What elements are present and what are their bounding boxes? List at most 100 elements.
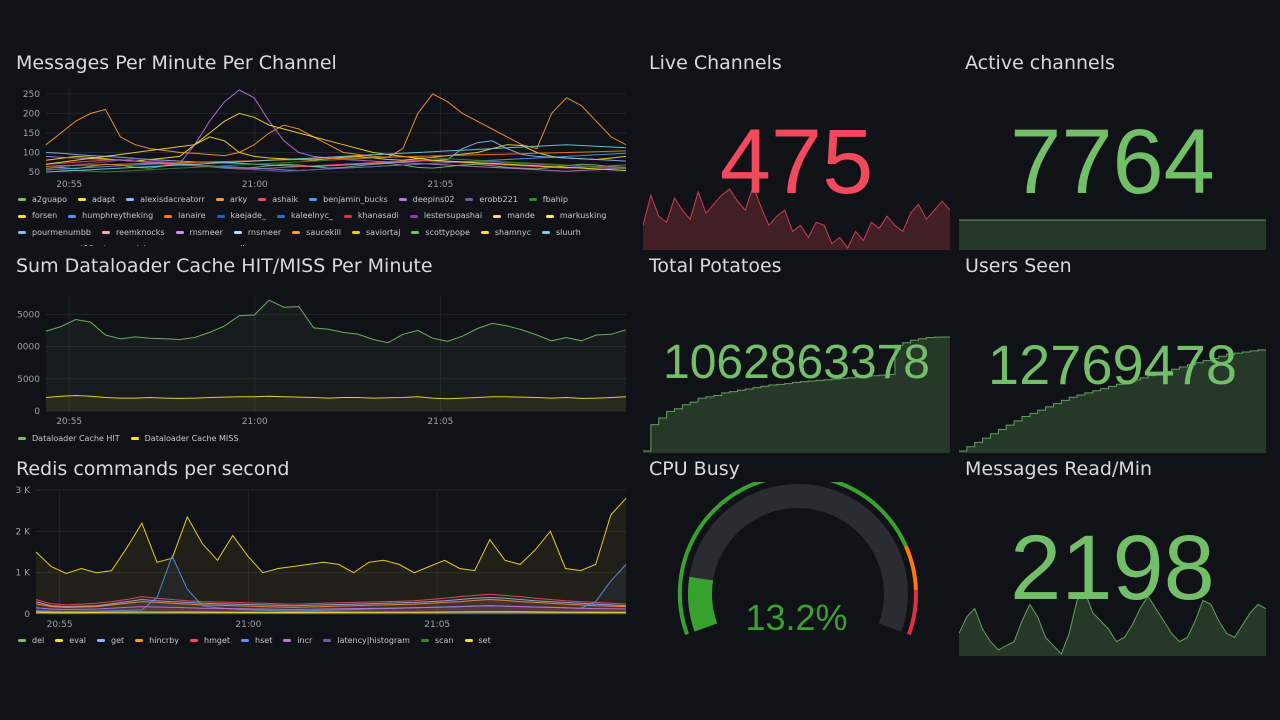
legend-item[interactable]: lanaire [164, 208, 206, 224]
legend-item[interactable]: arky [215, 192, 248, 208]
legend-item[interactable]: alexisdacreatorr [126, 192, 205, 208]
legend-label: get [111, 635, 125, 645]
legend-item[interactable]: lestersupashai [409, 208, 482, 224]
legend-item[interactable]: ashaik [258, 192, 298, 208]
cpu-busy-gauge [677, 482, 918, 636]
series-line-sluurh [45, 144, 627, 173]
legend-item[interactable]: get [97, 633, 124, 649]
legend-item[interactable]: kaejade_ [216, 208, 266, 224]
legend-item[interactable]: erobb221 [465, 192, 518, 208]
users-seen-sparkline [959, 349, 1266, 453]
legend-item[interactable]: reemknocks [102, 225, 165, 241]
legend-item[interactable]: scan [420, 633, 454, 649]
legend-swatch [398, 198, 407, 201]
legend-label: saviortaj [365, 227, 401, 237]
legend-item[interactable]: hincrby [135, 633, 179, 649]
legend-item[interactable]: saviortaj [351, 225, 401, 241]
legend-item[interactable]: shamnyc [480, 225, 532, 241]
legend-label: kaejade_ [230, 211, 266, 220]
y-tick-label: 2 K [16, 527, 31, 537]
legend-item[interactable]: set [464, 633, 491, 649]
legend-label: reemknocks [116, 227, 165, 237]
legend-swatch [18, 639, 26, 642]
legend-item[interactable]: space [18, 241, 55, 246]
legend-item[interactable]: benjamin_bucks [309, 192, 388, 208]
legend-label: ashaik [272, 194, 299, 204]
sparkline-line [959, 349, 1266, 452]
legend-item[interactable]: mande [493, 208, 535, 224]
legend-item[interactable]: vixi [118, 241, 146, 246]
legend-label: lanaire [178, 211, 206, 220]
panel-cache-hit-miss: Sum Dataloader Cache HIT/MISS Per Minute… [16, 255, 630, 449]
legend-item[interactable]: saucekill [292, 225, 341, 241]
legend-item[interactable]: t10nat [66, 241, 106, 246]
legend-item[interactable]: forsen [18, 208, 57, 224]
legend-item[interactable]: deepins02 [398, 192, 455, 208]
legend-swatch [215, 198, 224, 201]
sparkline-fill [643, 337, 950, 453]
active-channels-value: 7764 [1010, 111, 1215, 213]
legend-item[interactable]: rnsmeer [175, 225, 223, 241]
legend-item[interactable]: markusking [545, 208, 607, 224]
legend-item[interactable]: eval [55, 633, 86, 649]
legend-item[interactable]: sluurh [542, 225, 581, 241]
legend-label: arky [229, 194, 248, 204]
panel-live-channels: Live Channels 475 [643, 52, 950, 250]
y-tick-label: 100 [23, 149, 40, 159]
legend-item[interactable]: rnsmeer [233, 225, 282, 241]
series-fill [46, 395, 626, 411]
legend-item[interactable]: adapt [78, 192, 115, 208]
legend-label: shamnyc [494, 227, 532, 237]
legend-item[interactable]: a2guapo [18, 192, 67, 208]
legend-item[interactable]: hmget [190, 633, 230, 649]
y-tick-label: 5000 [17, 375, 40, 385]
x-tick-label: 21:05 [424, 620, 450, 630]
y-tick-label: 1 K [16, 569, 31, 579]
legend-label: Dataloader Cache HIT [32, 433, 120, 443]
legend-item[interactable]: fbahip [528, 192, 568, 208]
series-line-get [35, 596, 627, 608]
legend-label: fbahip [542, 194, 568, 204]
legend-label: markusking [559, 211, 607, 220]
series-fill [36, 594, 626, 614]
legend-item[interactable]: Dataloader Cache HIT [18, 431, 120, 447]
legend-swatch [18, 231, 26, 234]
messages-per-minute-chart[interactable]: 50 100 150 200 250 20:55 21:00 21:05 [16, 84, 630, 190]
legend-item[interactable]: khanasadi [343, 208, 399, 224]
legend-item[interactable]: hset [241, 633, 272, 649]
y-tick-label: 200 [23, 109, 40, 119]
legend-item[interactable]: latency|histogram [323, 633, 410, 649]
series-line-adapt [45, 136, 627, 162]
legend-label: deepins02 [412, 194, 455, 204]
legend-item[interactable]: incr [283, 633, 312, 649]
legend-swatch [241, 639, 250, 642]
x-tick-label: 21:05 [427, 180, 453, 190]
legend-label: space [32, 241, 55, 246]
legend-item[interactable]: kaleelnyc_ [276, 208, 333, 224]
panel-messages-read: Messages Read/Min 2198 [959, 458, 1266, 656]
legend-item[interactable]: scottypope [411, 225, 470, 241]
legend-item[interactable]: ynsq [256, 241, 289, 246]
y-tick-label: 3 K [16, 486, 31, 496]
legend-label: xqcll [226, 241, 245, 246]
legend-item[interactable]: Dataloader Cache MISS [130, 431, 238, 447]
panel-users-seen: Users Seen 12769478 [959, 255, 1266, 453]
series-fill [36, 597, 626, 614]
sparkline-fill [959, 220, 1266, 250]
live-channels-value: 475 [719, 111, 874, 213]
legend-label: rnsmeer [247, 227, 282, 237]
legend-item[interactable]: humphreytheking [68, 208, 153, 224]
legend-label: erobb221 [479, 194, 518, 204]
series-line-erobb221 [45, 158, 627, 172]
legend-swatch [292, 231, 301, 234]
legend-label: scottypope [425, 227, 470, 237]
legend-label: saucekill [306, 227, 341, 237]
legend-item[interactable]: xqcll [212, 241, 245, 246]
legend-item[interactable]: wesaye [157, 241, 201, 246]
cache-hit-miss-chart[interactable]: 0 5000 10000 15000 20:55 21:00 21:05 [16, 291, 630, 427]
y-tick-label: 250 [23, 90, 40, 100]
legend-item[interactable]: del [18, 633, 44, 649]
redis-commands-chart[interactable]: 0 1 K 2 K 3 K 20:55 21:00 21:05 [16, 486, 630, 630]
total-potatoes-sparkline [643, 336, 950, 453]
legend-item[interactable]: pourmenumbb [18, 225, 91, 241]
